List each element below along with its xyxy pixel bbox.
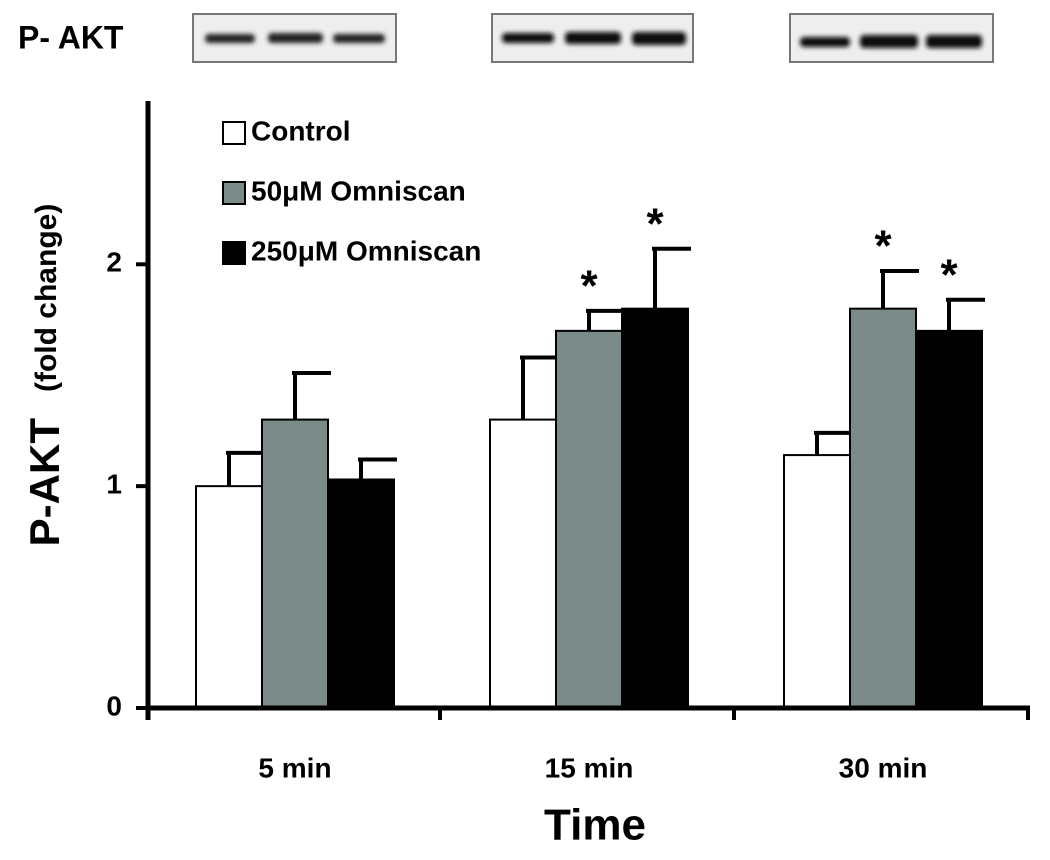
- y-label: P-AKT: [21, 418, 68, 547]
- blot-image: [192, 13, 397, 63]
- y-tick-label: 0: [106, 690, 122, 721]
- bar: [915, 329, 983, 709]
- bar: [783, 454, 851, 710]
- y-label-unit: (fold change): [30, 204, 63, 392]
- bar: [261, 418, 329, 709]
- significance-mark: *: [940, 250, 958, 299]
- legend-label: 50μM Omniscan: [251, 175, 466, 206]
- bar: [327, 478, 395, 709]
- blot-image: [491, 13, 694, 63]
- x-axis-label: Time: [544, 801, 646, 850]
- y-tick-label: 2: [106, 247, 122, 278]
- x-tick-label: 5 min: [258, 752, 331, 783]
- legend-label: Control: [251, 115, 351, 146]
- bar: [489, 418, 557, 709]
- bar: [849, 307, 917, 709]
- legend-label: 250μM Omniscan: [251, 235, 481, 266]
- y-tick-label: 1: [106, 469, 122, 500]
- y-axis-label: P-AKT (fold change): [21, 204, 68, 547]
- blot-label: P- AKT: [18, 19, 124, 55]
- bar: [621, 307, 689, 709]
- legend-swatch: [222, 181, 246, 205]
- bar: [555, 329, 623, 709]
- bar: [195, 485, 263, 710]
- blot-image: [789, 13, 994, 63]
- significance-mark: *: [874, 222, 892, 271]
- x-tick-label: 15 min: [545, 752, 634, 783]
- legend-swatch: [222, 121, 246, 145]
- significance-mark: *: [580, 262, 598, 311]
- x-tick-label: 30 min: [839, 752, 928, 783]
- significance-mark: *: [646, 199, 664, 248]
- legend-swatch: [222, 241, 246, 265]
